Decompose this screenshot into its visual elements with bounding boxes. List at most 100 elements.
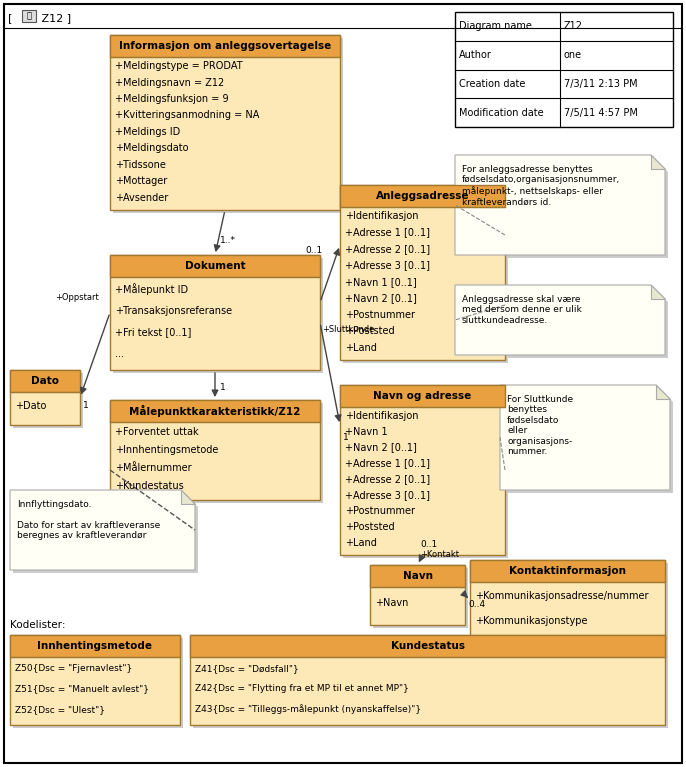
- Text: +Postnummer: +Postnummer: [345, 506, 415, 516]
- Text: +Adresse 3 [0..1]: +Adresse 3 [0..1]: [345, 261, 430, 271]
- Text: +Kommunikasjonsadresse/nummer: +Kommunikasjonsadresse/nummer: [475, 591, 648, 601]
- Text: 7/3/11 2:13 PM: 7/3/11 2:13 PM: [564, 79, 637, 89]
- Text: +Målepunkt ID: +Målepunkt ID: [115, 283, 188, 295]
- Polygon shape: [500, 385, 670, 490]
- Text: ...: ...: [115, 349, 124, 359]
- Text: Z52{Dsc = "Ulest"}: Z52{Dsc = "Ulest"}: [15, 705, 105, 714]
- Text: +Meldingsfunksjon = 9: +Meldingsfunksjon = 9: [115, 94, 228, 104]
- Text: +Transaksjonsreferanse: +Transaksjonsreferanse: [115, 305, 232, 315]
- Bar: [110, 400, 320, 422]
- Text: Z12: Z12: [564, 21, 583, 31]
- Text: +Meldings ID: +Meldings ID: [115, 127, 180, 137]
- Text: 0..1: 0..1: [305, 246, 322, 255]
- Text: 1: 1: [83, 400, 88, 410]
- Bar: [340, 385, 505, 407]
- Polygon shape: [503, 388, 673, 493]
- Text: For Sluttkunde
benyttes
fødselsdato
eller
organisasjons-
nummer.: For Sluttkunde benyttes fødselsdato elle…: [507, 395, 573, 456]
- Text: +Navn 1: +Navn 1: [345, 426, 388, 436]
- Text: +Poststed: +Poststed: [345, 522, 394, 532]
- Polygon shape: [651, 285, 665, 299]
- Text: 1: 1: [220, 383, 226, 392]
- Text: +Poststed: +Poststed: [345, 326, 394, 336]
- Text: +Kundestatus: +Kundestatus: [115, 482, 184, 492]
- Text: +Innhentingsmetode: +Innhentingsmetode: [115, 445, 218, 455]
- Text: 1..*: 1..*: [220, 236, 236, 245]
- Bar: [110, 400, 320, 500]
- Text: +Kommunikasjonstype: +Kommunikasjonstype: [475, 616, 587, 626]
- Bar: [373, 568, 468, 628]
- Bar: [110, 255, 320, 370]
- Bar: [193, 638, 668, 728]
- Text: Navn og adresse: Navn og adresse: [373, 391, 472, 401]
- Bar: [190, 635, 665, 725]
- Text: +Forventet uttak: +Forventet uttak: [115, 427, 199, 437]
- Text: +Meldingsnavn = Z12: +Meldingsnavn = Z12: [115, 77, 224, 87]
- Bar: [370, 565, 465, 587]
- Bar: [110, 35, 340, 210]
- Bar: [340, 185, 505, 207]
- Text: Z43{Dsc = "Tilleggs-målepunkt (nyanskaffelse)"}: Z43{Dsc = "Tilleggs-målepunkt (nyanskaff…: [195, 705, 421, 715]
- Text: +Kvitteringsanmodning = NA: +Kvitteringsanmodning = NA: [115, 110, 259, 120]
- Text: +Målernummer: +Målernummer: [115, 463, 191, 473]
- Bar: [10, 635, 180, 657]
- Bar: [470, 560, 665, 640]
- Text: 1: 1: [343, 433, 348, 442]
- Text: +Land: +Land: [345, 538, 377, 548]
- Text: +Adresse 1 [0..1]: +Adresse 1 [0..1]: [345, 228, 430, 238]
- Text: Anleggsadresse: Anleggsadresse: [376, 191, 469, 201]
- Text: Informasjon om anleggsovertagelse: Informasjon om anleggsovertagelse: [119, 41, 331, 51]
- Text: +Postnummer: +Postnummer: [345, 310, 415, 320]
- Text: one: one: [564, 50, 582, 60]
- Text: Navn: Navn: [403, 571, 432, 581]
- Text: +Navn: +Navn: [375, 598, 408, 608]
- Bar: [10, 370, 80, 392]
- Bar: [340, 385, 505, 555]
- Text: Dokument: Dokument: [185, 261, 246, 271]
- Text: Målepunktkarakteristikk/Z12: Målepunktkarakteristikk/Z12: [130, 405, 300, 417]
- Polygon shape: [10, 490, 195, 570]
- Text: +Sluttkunde: +Sluttkunde: [322, 325, 375, 334]
- Text: 0..4: 0..4: [468, 600, 485, 609]
- Text: +Tidssone: +Tidssone: [115, 160, 166, 170]
- Text: Creation date: Creation date: [459, 79, 525, 89]
- Text: +Adresse 3 [0..1]: +Adresse 3 [0..1]: [345, 490, 430, 500]
- Text: Anleggsadresse skal være
med dersom denne er ulik
sluttkundeadresse.: Anleggsadresse skal være med dersom denn…: [462, 295, 582, 324]
- Text: +Navn 1 [0..1]: +Navn 1 [0..1]: [345, 277, 417, 287]
- Polygon shape: [455, 155, 665, 255]
- Bar: [10, 370, 80, 425]
- Text: +Identifikasjon: +Identifikasjon: [345, 411, 418, 421]
- Text: Modification date: Modification date: [459, 107, 543, 117]
- Text: 7/5/11 4:57 PM: 7/5/11 4:57 PM: [564, 107, 638, 117]
- Text: +Oppstart: +Oppstart: [55, 294, 99, 302]
- Text: +Fri tekst [0..1]: +Fri tekst [0..1]: [115, 328, 191, 337]
- Text: +Avsender: +Avsender: [115, 193, 168, 202]
- Text: +Identifikasjon: +Identifikasjon: [345, 211, 418, 221]
- Text: Diagram name: Diagram name: [459, 21, 532, 31]
- Bar: [455, 12, 673, 127]
- Bar: [113, 258, 323, 373]
- Text: Z50{Dsc = "Fjernavlest"}: Z50{Dsc = "Fjernavlest"}: [15, 663, 132, 673]
- Text: +Navn 2 [0..1]: +Navn 2 [0..1]: [345, 443, 417, 453]
- Bar: [470, 560, 665, 582]
- Text: Author: Author: [459, 50, 492, 60]
- Text: Innflyttingsdato.

Dato for start av kraftleveranse
beregnes av kraftleverandør: Innflyttingsdato. Dato for start av kraf…: [17, 500, 161, 540]
- Polygon shape: [455, 285, 665, 355]
- Text: +Adresse 2 [0..1]: +Adresse 2 [0..1]: [345, 475, 430, 485]
- Bar: [343, 188, 508, 363]
- Text: [: [: [8, 13, 16, 23]
- Bar: [190, 635, 665, 657]
- Text: +Adresse 2 [0..1]: +Adresse 2 [0..1]: [345, 244, 430, 254]
- Polygon shape: [651, 155, 665, 169]
- Text: +Dato: +Dato: [15, 401, 47, 411]
- Text: Kundestatus: Kundestatus: [390, 641, 464, 651]
- Bar: [473, 563, 668, 643]
- Text: +Meldingsdato: +Meldingsdato: [115, 143, 189, 153]
- Text: Kontaktinformasjon: Kontaktinformasjon: [509, 566, 626, 576]
- Text: Z51{Dsc = "Manuelt avlest"}: Z51{Dsc = "Manuelt avlest"}: [15, 684, 149, 693]
- Text: +Mottager: +Mottager: [115, 176, 167, 186]
- Bar: [110, 255, 320, 277]
- Text: Z42{Dsc = "Flytting fra et MP til et annet MP"}: Z42{Dsc = "Flytting fra et MP til et ann…: [195, 684, 409, 693]
- Text: Innhentingsmetode: Innhentingsmetode: [38, 641, 152, 651]
- Text: +Meldingstype = PRODAT: +Meldingstype = PRODAT: [115, 61, 243, 71]
- Text: Kodelister:: Kodelister:: [10, 620, 65, 630]
